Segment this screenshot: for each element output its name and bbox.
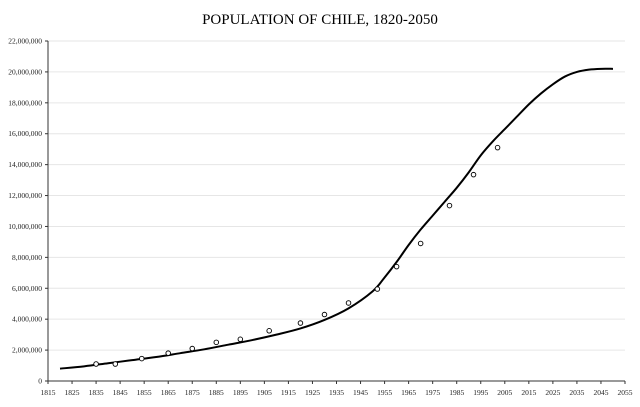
- x-tick-label: 1905: [257, 388, 272, 397]
- grid-layer: [48, 40, 625, 351]
- census-point: [93, 361, 99, 367]
- x-tick-label: 2045: [593, 388, 608, 397]
- chart-title: POPULATION OF CHILE, 1820-2050: [202, 12, 438, 28]
- census-point: [189, 345, 195, 352]
- x-tick-label: 1825: [65, 388, 80, 397]
- census-point: [139, 355, 145, 362]
- y-tick-label: 6,000,000: [12, 284, 42, 293]
- y-tick-label: 0: [38, 377, 42, 386]
- y-tick-label: 14,000,000: [8, 160, 42, 169]
- x-tick-label: 1885: [209, 388, 224, 397]
- x-tick-label: 1845: [113, 388, 128, 397]
- y-tick-label: 20,000,000: [8, 67, 42, 76]
- census-point: [446, 202, 453, 209]
- census-point: [345, 300, 352, 306]
- x-tick-label: 1835: [89, 388, 104, 397]
- census-point: [374, 286, 381, 292]
- x-tick-label: 1855: [137, 388, 152, 397]
- y-tick-label: 18,000,000: [8, 98, 42, 107]
- census-point: [237, 336, 244, 343]
- y-tick-label: 2,000,000: [12, 346, 42, 355]
- x-tick-label: 1975: [425, 388, 440, 397]
- population-trend-line: [59, 67, 613, 370]
- series-layer: [59, 67, 613, 370]
- x-tick-label: 1895: [233, 388, 248, 397]
- y-tick-label: 16,000,000: [8, 129, 42, 138]
- census-point: [112, 361, 119, 367]
- census-point: [165, 350, 171, 356]
- x-tick-label: 1925: [305, 388, 320, 397]
- y-tick-label: 10,000,000: [8, 222, 42, 231]
- axis-layer: 0 2,000,000 4,000,000 6,000,000 8,000,000 10,…: [8, 37, 633, 398]
- x-tick-label: 2035: [569, 388, 584, 397]
- x-tick-label: 1955: [377, 388, 392, 397]
- census-point: [393, 263, 400, 270]
- census-point: [297, 320, 304, 326]
- x-tick-label: 1915: [281, 388, 296, 397]
- x-tick-label: 1985: [449, 388, 464, 397]
- x-tick-label: 1935: [329, 388, 344, 397]
- x-tick-label: 1865: [161, 388, 176, 397]
- census-point: [417, 240, 424, 247]
- census-point: [321, 311, 328, 318]
- x-tick-label: 1875: [185, 388, 200, 397]
- y-tick-label: 8,000,000: [12, 253, 42, 262]
- x-tick-label: 1945: [353, 388, 368, 397]
- x-tick-label: 2055: [618, 388, 633, 397]
- y-tick-label: 22,000,000: [8, 37, 42, 46]
- y-tick-label: 4,000,000: [12, 315, 42, 324]
- census-point: [266, 328, 272, 334]
- x-tick-label: 1815: [41, 388, 56, 397]
- x-tick-label: 1965: [401, 388, 416, 397]
- census-point: [213, 339, 220, 346]
- x-tick-label: 2025: [545, 388, 560, 397]
- census-point: [470, 171, 477, 178]
- x-tick-label: 2015: [521, 388, 536, 397]
- census-point: [494, 144, 501, 151]
- x-tick-label: 2005: [497, 388, 512, 397]
- x-tick-label: 1995: [473, 388, 488, 397]
- y-tick-label: 12,000,000: [8, 191, 42, 200]
